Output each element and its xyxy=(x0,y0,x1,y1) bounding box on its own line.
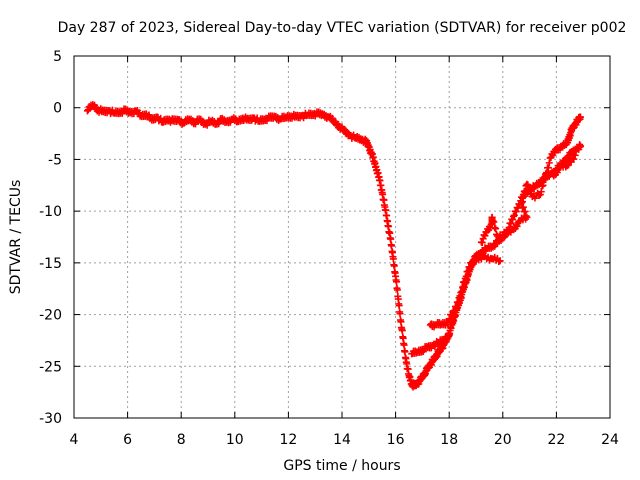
y-tick-label: -10 xyxy=(39,204,62,220)
data-point xyxy=(451,306,459,314)
y-tick-label: -30 xyxy=(39,411,62,427)
chart-title: Day 287 of 2023, Sidereal Day-to-day VTE… xyxy=(58,20,627,36)
data-point xyxy=(538,182,546,190)
data-point xyxy=(577,142,585,150)
data-point xyxy=(518,198,526,206)
data-point xyxy=(507,220,515,228)
data-point xyxy=(510,211,518,219)
data-points xyxy=(83,101,585,391)
data-point xyxy=(481,232,489,240)
data-point xyxy=(489,217,497,225)
data-point xyxy=(542,170,550,178)
x-tick-labels: 4 6 8 10 12 14 16 18 20 22 24 xyxy=(70,432,619,448)
data-point xyxy=(509,216,517,224)
x-tick-label: 12 xyxy=(279,432,297,448)
data-point xyxy=(464,268,472,276)
data-point xyxy=(454,298,462,306)
data-point xyxy=(460,278,468,286)
data-point xyxy=(524,181,532,189)
data-point xyxy=(543,169,551,177)
y-tick-label: -25 xyxy=(39,359,62,375)
y-tick-labels: 5 0 -5 -10 -15 -20 -25 -30 xyxy=(39,49,62,427)
data-point xyxy=(491,224,499,232)
y-tick-label: -15 xyxy=(39,256,62,272)
data-point xyxy=(551,149,559,157)
data-point xyxy=(526,185,534,193)
y-tick-label: 5 xyxy=(53,49,62,65)
data-point xyxy=(513,222,521,230)
data-point xyxy=(444,330,452,338)
data-point xyxy=(512,208,520,216)
data-point xyxy=(444,319,452,327)
data-point xyxy=(510,212,518,220)
y-tick-label: -20 xyxy=(39,308,62,324)
data-point xyxy=(398,327,406,335)
data-point xyxy=(523,213,531,221)
data-point xyxy=(462,272,470,280)
data-point xyxy=(553,169,561,177)
data-point xyxy=(571,151,579,159)
data-point xyxy=(452,303,460,311)
data-point xyxy=(490,218,498,226)
x-tick-label: 22 xyxy=(547,432,565,448)
axis-ticks xyxy=(73,55,611,419)
y-tick-label: -5 xyxy=(48,152,62,168)
y-axis-label: SDTVAR / TECUs xyxy=(8,180,24,295)
x-tick-label: 6 xyxy=(123,432,132,448)
data-point xyxy=(535,191,543,199)
data-point xyxy=(396,310,404,318)
data-point xyxy=(456,292,464,300)
data-point xyxy=(393,286,401,294)
x-tick-label: 8 xyxy=(177,432,186,448)
x-tick-label: 10 xyxy=(226,432,244,448)
data-point xyxy=(496,257,504,265)
grid-lines xyxy=(74,56,610,418)
x-tick-label: 18 xyxy=(440,432,458,448)
y-tick-label: 0 xyxy=(53,101,62,117)
data-point xyxy=(448,311,456,319)
data-point xyxy=(545,159,553,167)
x-tick-label: 24 xyxy=(601,432,619,448)
data-point xyxy=(577,113,585,121)
data-point xyxy=(537,188,545,196)
data-point xyxy=(544,164,552,172)
x-tick-label: 16 xyxy=(387,432,405,448)
x-axis-label: GPS time / hours xyxy=(283,458,400,474)
data-point xyxy=(539,174,547,182)
data-point xyxy=(521,187,529,195)
data-point xyxy=(390,262,398,270)
data-point xyxy=(519,193,527,201)
data-point xyxy=(522,212,530,220)
data-point xyxy=(458,288,466,296)
data-point xyxy=(518,199,526,207)
data-point xyxy=(539,181,547,189)
data-point xyxy=(389,255,397,263)
data-point xyxy=(445,315,453,323)
data-point xyxy=(395,302,403,310)
x-tick-label: 14 xyxy=(333,432,351,448)
x-tick-label: 20 xyxy=(494,432,512,448)
x-tick-label: 4 xyxy=(70,432,79,448)
data-point xyxy=(492,225,500,233)
data-point xyxy=(570,155,578,163)
data-point xyxy=(520,208,528,216)
data-point xyxy=(488,213,496,221)
data-point xyxy=(459,283,467,291)
data-point xyxy=(478,239,486,247)
data-point xyxy=(392,278,400,286)
data-point xyxy=(445,331,453,339)
